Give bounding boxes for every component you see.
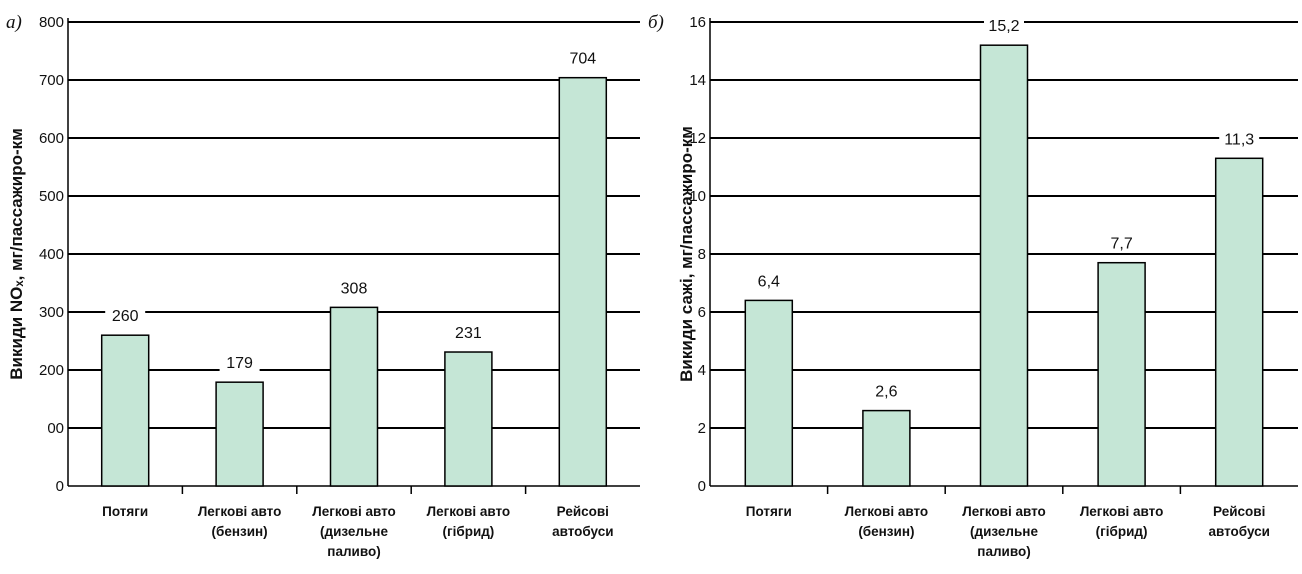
chart-panel-1: 000200300400500600700800260Потяги179Легк…: [6, 12, 640, 559]
data-label-bg: [219, 352, 260, 373]
category-label-line: Потяги: [102, 504, 148, 519]
data-label: 6,4: [758, 273, 780, 290]
y-tick-label: 0: [56, 478, 64, 495]
panel-label: а): [6, 12, 22, 33]
category-label: Потяги: [102, 504, 148, 519]
category-label-line: (гібрид): [442, 524, 494, 539]
y-tick-label: 700: [39, 72, 64, 89]
category-label: Легкові авто (дизельне паливо): [312, 504, 396, 559]
bar: [558, 76, 608, 487]
bar: [862, 409, 911, 487]
y-tick-label: 6: [698, 304, 706, 321]
bar: [215, 381, 264, 487]
category-label-line: автобуси: [1208, 524, 1269, 539]
category-label: Рейсові автобуси: [552, 504, 613, 539]
category-label-line: паливо): [327, 544, 380, 559]
data-label: 179: [226, 355, 253, 372]
bar: [100, 334, 150, 487]
data-label-bg: [748, 270, 789, 291]
data-label: 2,6: [875, 384, 897, 401]
category-label-line: (дизельне: [320, 524, 388, 539]
category-label: Потяги: [746, 504, 792, 519]
y-tick-label: 00: [47, 420, 64, 437]
y-axis-title: Викиди сажі, мг/пассажиро-км: [677, 126, 696, 382]
category-label-line: (бензин): [858, 524, 914, 539]
data-label: 15,2: [988, 18, 1019, 35]
bar: [1214, 157, 1264, 487]
category-label-line: Потяги: [746, 504, 792, 519]
data-label-bg: [448, 322, 489, 343]
category-label-line: автобуси: [552, 524, 613, 539]
y-tick-label: 16: [689, 14, 706, 31]
y-tick-label: 600: [39, 130, 64, 147]
category-label-line: (дизельне: [970, 524, 1038, 539]
category-label: Легкові авто (дизельне паливо): [962, 504, 1046, 559]
data-label-bg: [1101, 232, 1142, 253]
data-label-bg: [334, 277, 374, 298]
category-label-line: паливо): [977, 544, 1030, 559]
data-label-bg: [984, 15, 1024, 36]
category-label-line: Легкові авто: [312, 504, 396, 519]
category-label-line: (гібрид): [1096, 524, 1148, 539]
y-tick-label: 2: [698, 420, 706, 437]
category-label-line: (бензин): [212, 524, 268, 539]
y-tick-label: 0: [698, 478, 706, 495]
category-label-line: Легкові авто: [1080, 504, 1164, 519]
category-label: Легкові авто (гібрид): [427, 504, 511, 539]
data-label-bg: [866, 380, 907, 401]
y-tick-label: 10: [689, 188, 706, 205]
category-label-line: Легкові авто: [427, 504, 511, 519]
y-tick-label: 400: [39, 246, 64, 263]
bar: [444, 351, 493, 487]
category-label: Легкові авто (бензин): [845, 504, 929, 539]
category-label-line: Легкові авто: [845, 504, 929, 519]
y-tick-label: 200: [39, 362, 64, 379]
y-tick-label: 14: [689, 72, 706, 89]
category-label: Легкові авто (бензин): [198, 504, 282, 539]
y-tick-label: 8: [698, 246, 706, 263]
bar: [744, 299, 794, 487]
bar: [329, 306, 379, 487]
data-label: 11,3: [1224, 131, 1254, 148]
category-label-line: Легкові авто: [198, 504, 282, 519]
data-label-bg: [562, 47, 603, 68]
data-label: 7,7: [1110, 236, 1132, 253]
data-label: 231: [455, 325, 482, 342]
bar: [1097, 261, 1146, 487]
data-label: 704: [569, 51, 596, 68]
y-tick-label: 500: [39, 188, 64, 205]
y-tick-label: 300: [39, 304, 64, 321]
y-tick-label: 800: [39, 14, 64, 31]
data-label-bg: [1219, 128, 1260, 149]
data-label-bg: [105, 305, 146, 326]
data-label: 308: [341, 280, 368, 297]
data-label: 260: [112, 308, 139, 325]
bar: [979, 44, 1029, 487]
category-label-line: Рейсові: [1213, 504, 1265, 519]
category-label-line: Легкові авто: [962, 504, 1046, 519]
chart-panel-2: 0 2 4 6 8 10 12 14 16 6,4 Потяги 2,6 Легкові авто (бе…: [648, 12, 1298, 559]
category-label-line: Рейсові: [557, 504, 609, 519]
category-label: Легкові авто (гібрид): [1080, 504, 1164, 539]
y-tick-label: 12: [689, 130, 706, 147]
y-tick-label: 4: [698, 362, 706, 379]
panel-label: б): [648, 12, 664, 33]
y-axis-title: Викиди NOₓ, мг/пассажиро-км: [7, 128, 26, 380]
category-label: Рейсові автобуси: [1208, 504, 1269, 539]
